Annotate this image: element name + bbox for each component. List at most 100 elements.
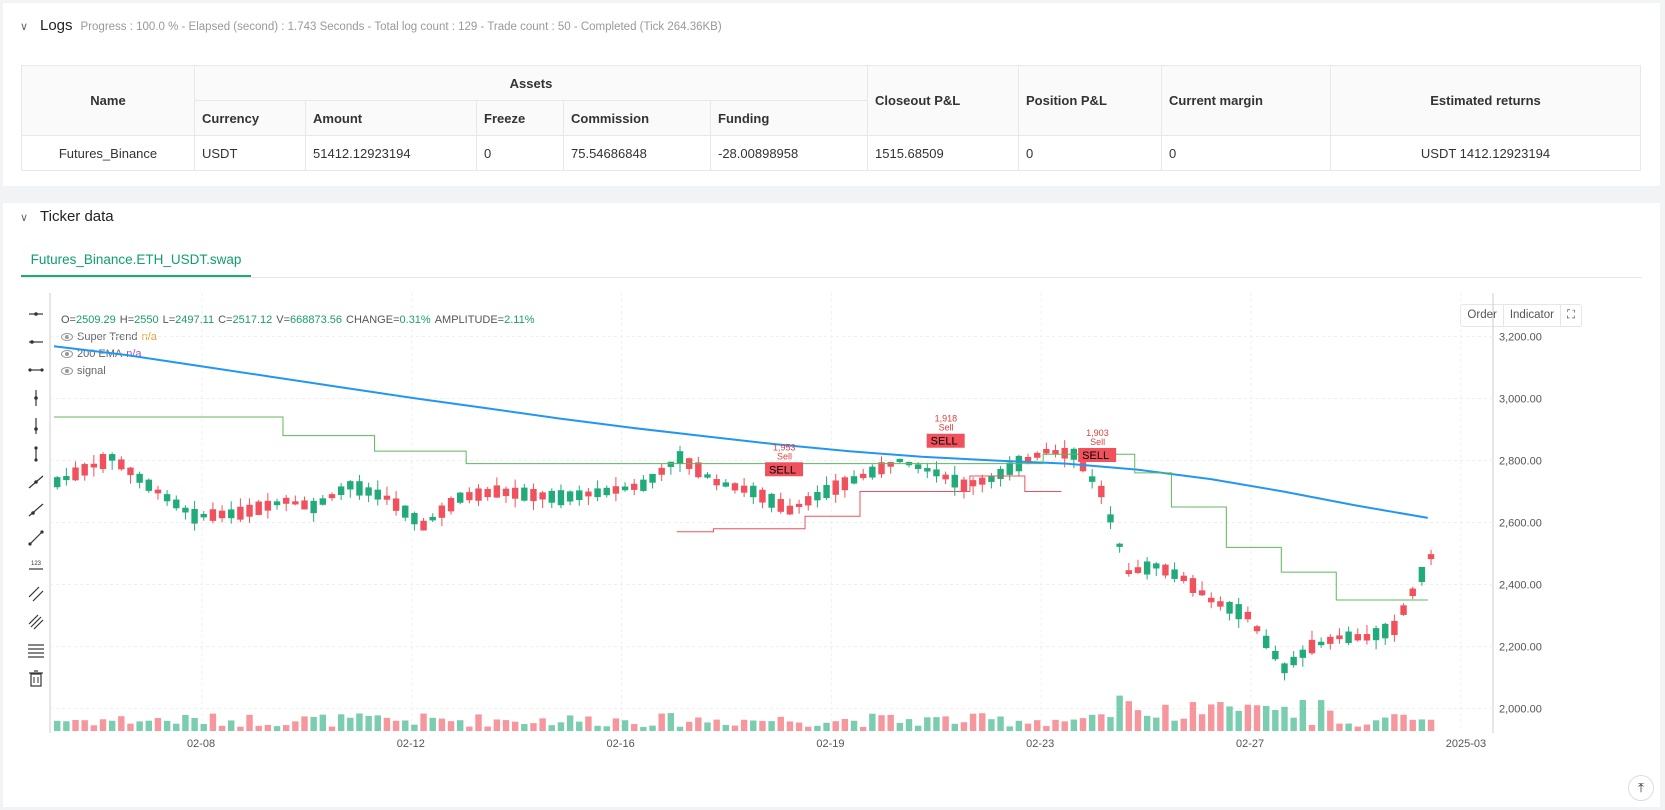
volume-bar (713, 719, 720, 731)
candlestick-chart[interactable]: 3,200.00 3,000.00 2,800.00 2,600.00 2,400.00… (48, 293, 1608, 763)
horizontal-segment-icon[interactable] (25, 359, 47, 381)
y-tick-label: 2,800.00 (1499, 455, 1542, 467)
volume-bar (1006, 726, 1013, 731)
cell-name: Futures_Binance (21, 135, 195, 171)
candle-body (823, 484, 830, 498)
volume-bar (905, 719, 913, 731)
volume-bar (539, 718, 546, 731)
candle-body (576, 490, 583, 501)
volume-bar (301, 716, 308, 731)
ohlc-c-label: C= (218, 314, 233, 326)
volume-bar (1052, 719, 1059, 731)
volume-bar (1198, 714, 1206, 731)
chevron-down-icon[interactable]: ∨ (20, 21, 29, 33)
segment-line-icon[interactable] (25, 527, 47, 549)
logs-header[interactable]: ∨ Logs Progress : 100.0 % - Elapsed (sec… (20, 17, 722, 34)
indicator-button[interactable]: Indicator (1504, 305, 1561, 326)
cell-current-margin: 0 (1161, 135, 1331, 171)
candle-body (72, 467, 79, 481)
parallel-channel-icon[interactable] (25, 583, 47, 605)
candle-body (1272, 650, 1279, 660)
fibonacci-icon[interactable] (25, 639, 47, 661)
volume-bar (228, 720, 235, 731)
candle-body (1125, 570, 1133, 575)
ohlc-high: 2550 (134, 314, 159, 326)
candle-body (484, 488, 491, 498)
candle-body (319, 498, 327, 505)
volume-bar (392, 720, 400, 731)
ticker-header[interactable]: ∨ Ticker data (20, 208, 114, 225)
volume-bar (136, 721, 143, 731)
vertical-ray-icon[interactable] (25, 415, 47, 437)
trash-icon[interactable] (25, 667, 47, 689)
legend-super-trend[interactable]: Super Trend n/a (61, 331, 157, 343)
volume-bar (1226, 706, 1233, 731)
volume-bar (1327, 710, 1334, 731)
trend-line-icon[interactable] (25, 471, 47, 493)
horizontal-line-icon[interactable] (25, 303, 47, 325)
vertical-segment-icon[interactable] (25, 443, 47, 465)
volume-bar (1015, 720, 1023, 731)
candle-body (301, 500, 308, 510)
candle-body (1382, 623, 1389, 639)
price-label-icon[interactable]: 123 (25, 555, 47, 577)
sell-signal-label: SELL (769, 464, 796, 476)
volume-bar (264, 724, 272, 731)
signal-price-label: 1,918 (935, 414, 958, 424)
ohlc-h-label: H= (119, 314, 135, 326)
candle-body (768, 493, 775, 508)
volume-bar (685, 721, 693, 731)
order-button[interactable]: Order (1461, 305, 1504, 326)
candle-body (1217, 601, 1224, 607)
ray-line-icon[interactable] (25, 499, 47, 521)
volume-bar (576, 721, 583, 731)
scroll-top-icon[interactable]: ⤒ (1628, 775, 1654, 801)
volume-bar (200, 723, 207, 731)
volume-bar (99, 719, 107, 731)
volume-bar (1382, 717, 1389, 731)
candle-body (1006, 462, 1013, 475)
eye-icon[interactable] (61, 333, 73, 341)
vertical-line-icon[interactable] (25, 387, 47, 409)
volume-bar (777, 716, 784, 731)
candle-body (493, 485, 501, 498)
volume-bar (1171, 720, 1178, 731)
y-tick-label: 3,000.00 (1499, 393, 1542, 405)
volume-bar (988, 719, 995, 731)
candle-body (979, 477, 986, 485)
signal-price-label: 1,953 (773, 442, 796, 452)
tab-eth-usdt-swap[interactable]: Futures_Binance.ETH_USDT.swap (21, 243, 251, 277)
volume-bar (108, 720, 116, 731)
chevron-down-icon[interactable]: ∨ (20, 212, 29, 224)
volume-bar (786, 721, 794, 731)
fullscreen-icon[interactable]: ⛶ (1566, 309, 1575, 321)
eye-icon[interactable] (61, 367, 73, 375)
volume-bar (255, 725, 262, 731)
candle-body (282, 497, 290, 504)
signal-sub-label: Sell (777, 451, 792, 461)
logs-panel: ∨ Logs Progress : 100.0 % - Elapsed (sec… (3, 3, 1660, 186)
horizontal-ray-icon[interactable] (25, 331, 47, 353)
volume-bar (1162, 704, 1169, 731)
candle-body (1107, 514, 1114, 523)
candle-body (1363, 634, 1371, 641)
volume-bar (1372, 720, 1380, 731)
candle-body (81, 464, 88, 476)
volume-bar (869, 713, 876, 731)
candle-body (1418, 566, 1426, 582)
legend-name: Super Trend (77, 331, 138, 343)
cell-currency: USDT (194, 135, 306, 171)
candle-body (292, 501, 299, 505)
legend-signal[interactable]: signal (61, 365, 106, 377)
volume-bar (997, 716, 1004, 731)
candle-body (640, 479, 647, 491)
ticker-title: Ticker data (40, 208, 114, 225)
candle-body (1427, 554, 1435, 560)
candle-body (1034, 452, 1041, 458)
pitchfork-icon[interactable] (25, 611, 47, 633)
volume-bar (914, 725, 922, 731)
eye-icon[interactable] (61, 350, 73, 358)
candle-body (191, 509, 198, 524)
volume-bar (1418, 719, 1426, 731)
x-tick-label: 02-16 (607, 738, 635, 750)
